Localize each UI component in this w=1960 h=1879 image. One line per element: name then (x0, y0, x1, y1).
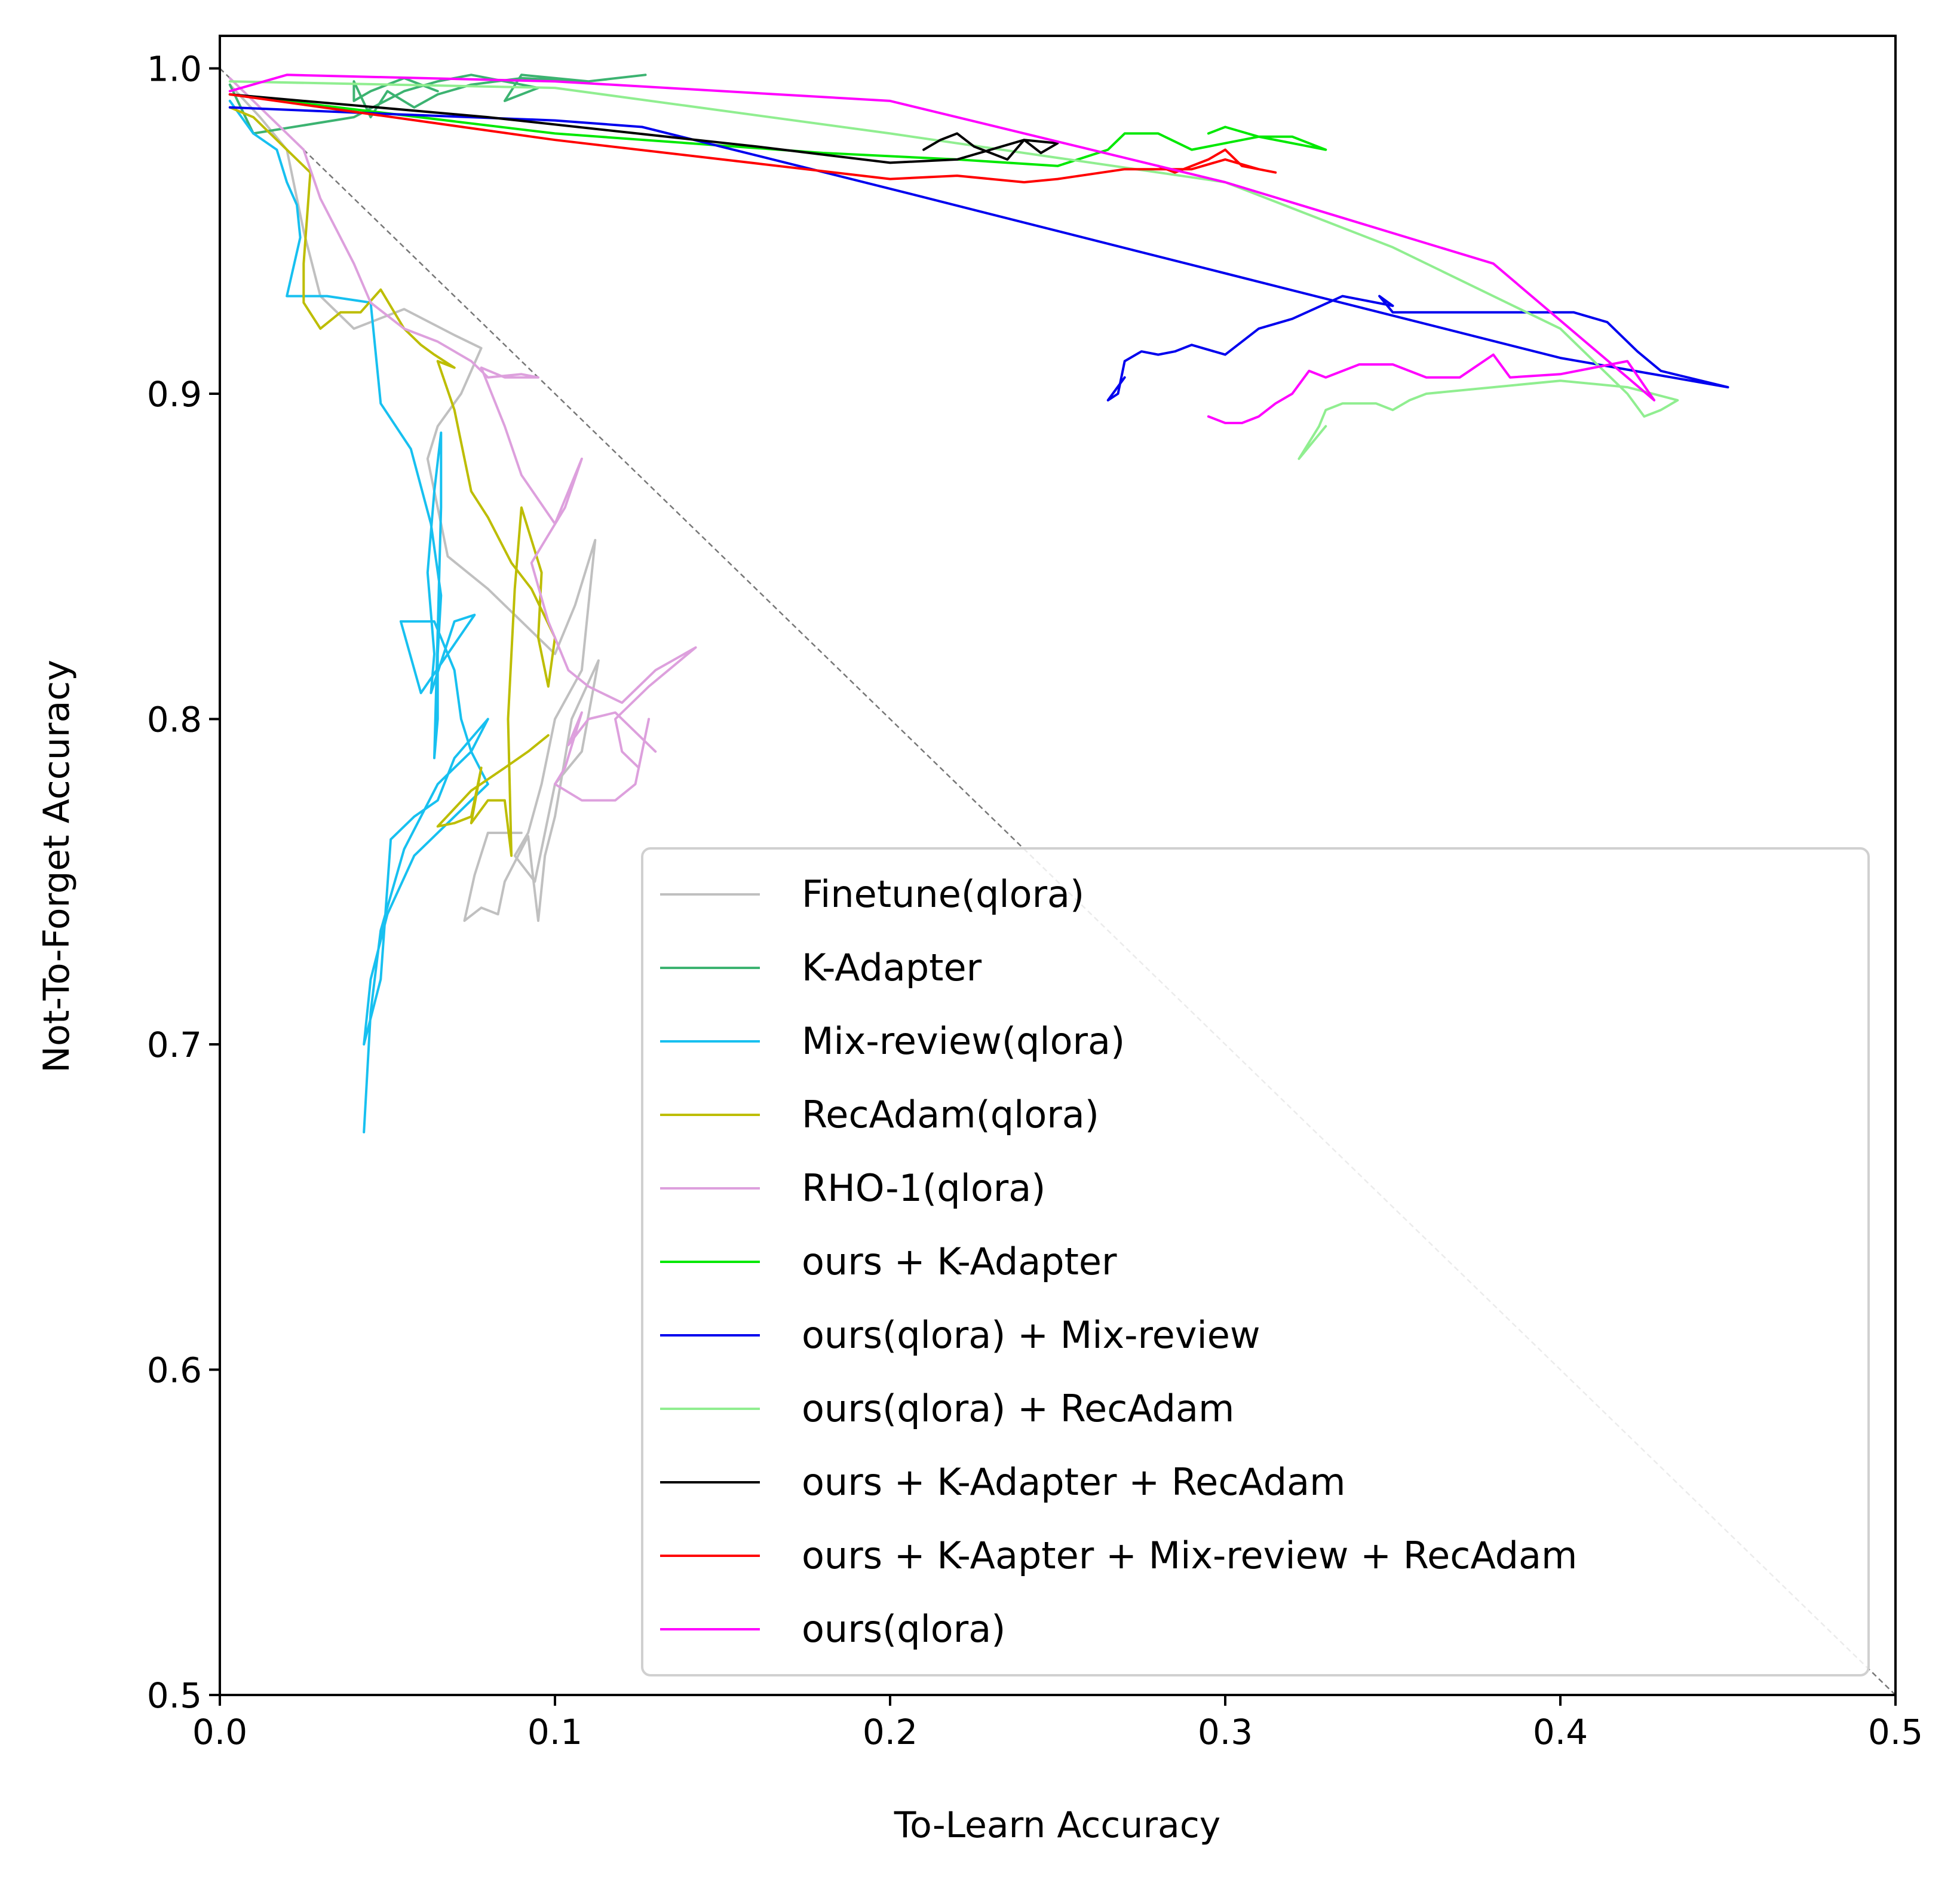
legend-label: ours + K-Adapter + RecAdam (802, 1460, 1345, 1504)
series-line-10 (228, 93, 1277, 183)
legend-label: RHO-1(qlora) (802, 1166, 1045, 1210)
series-line-11 (228, 73, 1656, 424)
legend-box (641, 847, 1870, 1676)
legend-label: ours(qlora) + RecAdam (802, 1387, 1234, 1430)
y-axis: 0.5 0.6 0.7 0.8 0.9 1.0 (147, 48, 220, 1716)
legend-label: RecAdam(qlora) (802, 1093, 1099, 1136)
series-line-1 (228, 83, 600, 922)
y-axis-label: Not-To-Forget Accuracy (36, 660, 78, 1072)
series-line-7 (228, 106, 1729, 401)
legend-label: ours(qlora) + Mix-review (802, 1313, 1260, 1357)
plot-frame (219, 35, 1897, 1696)
legend-label: Finetune(qlora) (802, 872, 1084, 916)
series-line-6 (228, 93, 1327, 167)
x-tick-label: 0.2 (863, 1712, 918, 1752)
legend-label: ours + K-Aapter + Mix-review + RecAdam (802, 1534, 1577, 1577)
y-tick-label: 0.7 (147, 1025, 202, 1065)
legend: Finetune(qlora) K-Adapter Mix-review(qlora… (641, 847, 1870, 1676)
x-axis: 0.0 0.1 0.2 0.3 0.4 0.5 (192, 1695, 1923, 1752)
series-line-4 (228, 106, 556, 857)
y-tick-label: 1.0 (147, 48, 202, 89)
y-tick-label: 0.6 (147, 1350, 202, 1390)
x-axis-label: To-Learn Accuracy (894, 1804, 1221, 1846)
x-tick-label: 0.5 (1868, 1712, 1923, 1752)
x-tick-label: 0.3 (1198, 1712, 1253, 1752)
y-tick-label: 0.8 (147, 699, 202, 740)
series-line-9 (228, 93, 1059, 164)
legend-label: ours(qlora) (802, 1607, 1005, 1651)
x-tick-label: 0.4 (1533, 1712, 1588, 1752)
x-tick-label: 0.0 (192, 1712, 247, 1752)
series-line-8 (228, 80, 1679, 460)
series-line-5 (228, 76, 697, 802)
legend-label: K-Adapter (802, 946, 982, 989)
legend-label: Mix-review(qlora) (802, 1019, 1125, 1063)
x-tick-label: 0.1 (527, 1712, 582, 1752)
legend-label: ours + K-Adapter (802, 1240, 1117, 1283)
series-layer (228, 73, 1729, 1133)
y-tick-label: 0.9 (147, 374, 202, 415)
y-tick-label: 0.5 (147, 1675, 202, 1716)
